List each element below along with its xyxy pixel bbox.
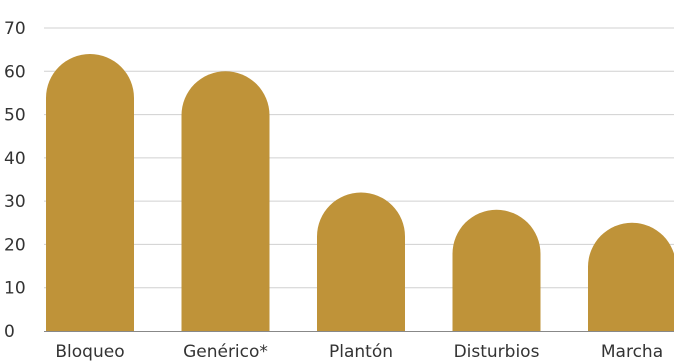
x-axis-category-labels: Bloqueo Genérico* Plantón Disturbios Marcha	[55, 342, 663, 361]
bar-marcha	[588, 222, 674, 331]
y-tick-label: 20	[4, 235, 26, 255]
y-axis-tick-labels: 0 10 20 30 40 50 60 70	[4, 19, 26, 342]
bar-disturbios	[452, 209, 541, 331]
y-tick-label: 0	[4, 322, 15, 342]
x-category-label: Marcha	[601, 342, 663, 361]
bar-plantón	[317, 192, 405, 331]
bar-bloqueo	[46, 53, 134, 331]
x-category-label: Disturbios	[454, 342, 540, 361]
y-tick-label: 70	[4, 19, 26, 39]
y-tick-label: 60	[4, 62, 26, 82]
x-category-label: Bloqueo	[55, 342, 124, 361]
y-tick-label: 30	[4, 192, 26, 212]
y-tick-label: 40	[4, 149, 26, 169]
y-tick-label: 50	[4, 106, 26, 126]
x-category-label: Plantón	[329, 342, 393, 361]
bars	[46, 53, 674, 332]
bar-genérico	[181, 71, 270, 332]
y-tick-label: 10	[4, 279, 26, 299]
x-category-label: Genérico*	[183, 342, 268, 361]
